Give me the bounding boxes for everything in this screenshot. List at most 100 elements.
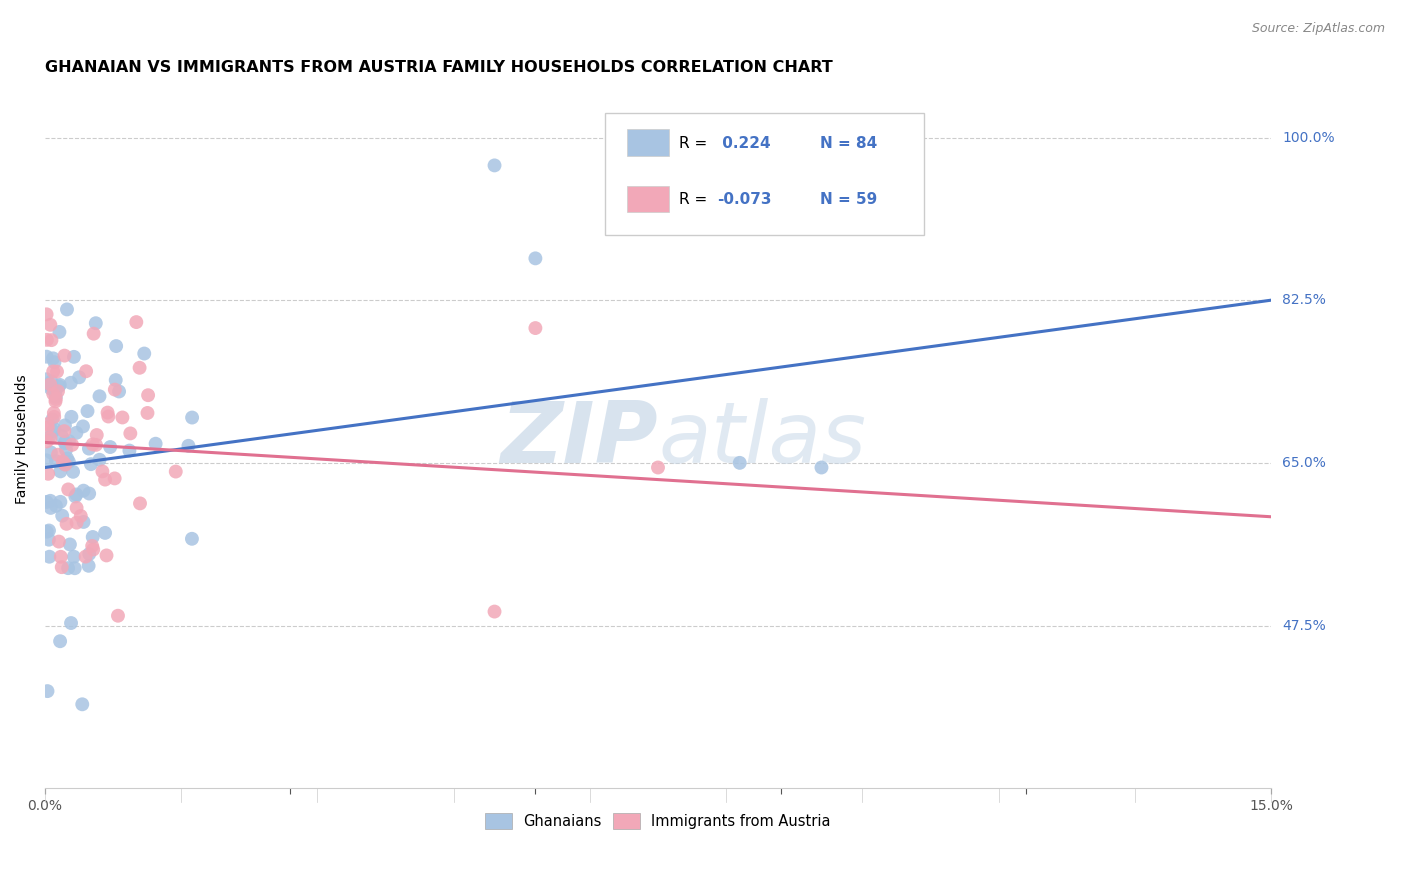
- Point: [82, 437, 104, 451]
- Point: [39, 382, 62, 396]
- Text: GHANAIAN VS IMMIGRANTS FROM AUSTRIA FAMILY HOUSEHOLDS CORRELATION CHART: GHANAIAN VS IMMIGRANTS FROM AUSTRIA FAMI…: [45, 60, 832, 75]
- Point: [52, 454, 75, 468]
- Point: [76, 404, 98, 418]
- Point: [75, 364, 97, 378]
- Point: [38, 524, 60, 538]
- Text: 82.5%: 82.5%: [1282, 293, 1326, 307]
- Point: [165, 465, 187, 479]
- Point: [89, 452, 111, 467]
- Point: [96, 549, 118, 563]
- Point: [35, 495, 58, 509]
- Point: [35, 434, 58, 449]
- Text: ZIP: ZIP: [501, 398, 658, 481]
- Point: [98, 440, 121, 454]
- Point: [82, 539, 104, 553]
- Point: [35, 453, 58, 467]
- Point: [37, 417, 59, 431]
- Point: [129, 496, 152, 510]
- Point: [39, 318, 62, 332]
- Point: [49, 464, 72, 478]
- Point: [53, 418, 76, 433]
- Point: [97, 406, 120, 420]
- Point: [45, 454, 67, 468]
- Point: [77, 558, 100, 573]
- Point: [42, 351, 65, 366]
- Point: [120, 426, 142, 441]
- Point: [49, 549, 72, 564]
- Point: [111, 410, 134, 425]
- Point: [89, 389, 111, 403]
- Text: atlas: atlas: [658, 398, 866, 481]
- Point: [108, 384, 131, 399]
- Point: [55, 442, 77, 457]
- Point: [647, 460, 669, 475]
- Point: [35, 350, 58, 364]
- Point: [94, 525, 117, 540]
- Point: [63, 549, 86, 564]
- Point: [118, 443, 141, 458]
- Point: [51, 508, 73, 523]
- Point: [125, 315, 148, 329]
- Point: [107, 608, 129, 623]
- Text: N = 84: N = 84: [820, 136, 877, 151]
- Point: [46, 448, 69, 462]
- Point: [49, 378, 72, 392]
- Point: [63, 561, 86, 575]
- Point: [69, 508, 91, 523]
- Point: [177, 439, 200, 453]
- Point: [39, 493, 62, 508]
- Point: [60, 438, 83, 452]
- Point: [72, 483, 94, 498]
- Point: [44, 355, 66, 369]
- Text: 0.224: 0.224: [717, 136, 770, 151]
- Point: [134, 346, 156, 360]
- Point: [105, 339, 128, 353]
- Point: [37, 420, 59, 434]
- Point: [77, 547, 100, 561]
- Point: [65, 487, 87, 501]
- Point: [86, 428, 108, 442]
- Point: [56, 302, 79, 317]
- Point: [181, 532, 204, 546]
- Point: [80, 457, 103, 471]
- Text: R =: R =: [679, 193, 713, 207]
- Point: [94, 473, 117, 487]
- Point: [39, 445, 62, 459]
- Text: N = 59: N = 59: [820, 193, 877, 207]
- Point: [48, 379, 70, 393]
- Point: [48, 534, 70, 549]
- Point: [97, 409, 120, 424]
- Point: [72, 419, 94, 434]
- Point: [60, 615, 83, 630]
- Point: [60, 409, 83, 424]
- Point: [45, 499, 67, 513]
- Point: [44, 409, 66, 424]
- Point: [104, 383, 127, 397]
- Point: [484, 158, 506, 172]
- Point: [38, 431, 60, 445]
- Point: [524, 321, 547, 335]
- Point: [65, 500, 87, 515]
- Point: [55, 516, 77, 531]
- Point: [56, 561, 79, 575]
- Point: [65, 425, 87, 440]
- Point: [42, 387, 65, 401]
- Point: [59, 376, 82, 390]
- Point: [810, 460, 832, 475]
- Point: [67, 370, 90, 384]
- Point: [62, 465, 84, 479]
- Point: [56, 451, 79, 466]
- Point: [91, 464, 114, 478]
- Text: 47.5%: 47.5%: [1282, 618, 1326, 632]
- Point: [37, 467, 59, 481]
- Point: [42, 424, 65, 438]
- Point: [48, 325, 70, 339]
- Point: [128, 360, 150, 375]
- Point: [104, 471, 127, 485]
- Point: [136, 388, 159, 402]
- Point: [77, 486, 100, 500]
- Point: [38, 549, 60, 564]
- Point: [49, 634, 72, 648]
- Point: [42, 406, 65, 420]
- Point: [104, 373, 127, 387]
